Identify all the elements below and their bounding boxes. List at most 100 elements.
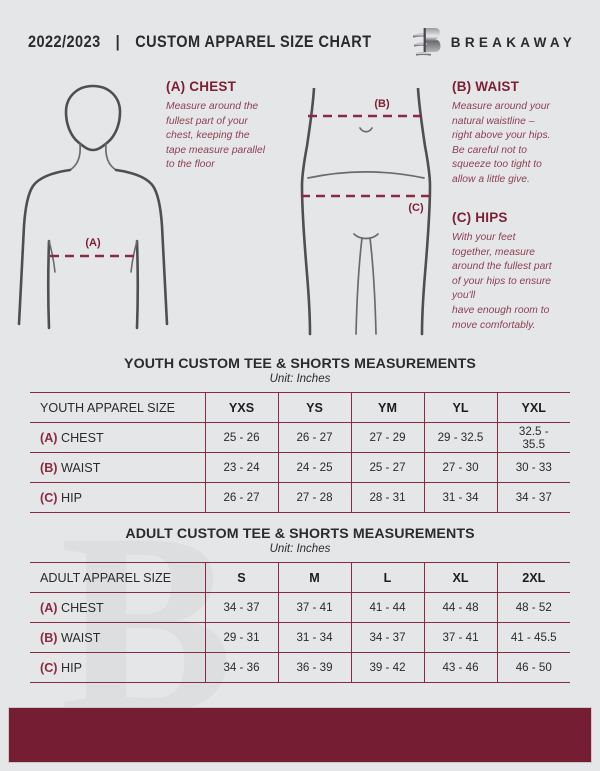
youth-waist-yxl: 30 - 33	[497, 452, 570, 483]
callout-chest: (A) CHEST Measure around the fullest par…	[166, 79, 296, 173]
youth-waist-ym: 25 - 27	[351, 452, 425, 483]
adult-chest-l: 41 - 44	[351, 592, 425, 623]
callout-chest-title: (A) CHEST	[166, 79, 237, 94]
youth-chest-yxs: 25 - 26	[205, 422, 279, 453]
adult-hip-l: 39 - 42	[351, 652, 425, 683]
adult-hip-2xl: 46 - 50	[497, 652, 570, 683]
measurement-diagrams: (A) (B) (C)	[0, 66, 600, 351]
callout-hips: (C) HIPS With your feet together, measur…	[452, 210, 596, 333]
youth-row-key-c: (C)	[40, 490, 58, 505]
neck-left	[69, 143, 82, 171]
inner-leg-right	[369, 237, 377, 335]
adult-col-5: 2XL	[497, 562, 570, 593]
left-body-outline	[300, 88, 316, 336]
page-header: 2022/2023 | CUSTOM APPAREL SIZE CHART	[0, 22, 600, 62]
left-shoulder-arm	[17, 168, 72, 326]
crotch-curve	[353, 233, 379, 240]
adult-row-key-c: (C)	[40, 660, 58, 675]
callout-hips-title: (C) HIPS	[452, 210, 508, 225]
callout-waist-title: (B) WAIST	[452, 79, 520, 94]
youth-col-3: YM	[351, 392, 425, 423]
callout-hips-body: With your feet together, measure around …	[452, 232, 552, 331]
youth-table-unit: Unit: Inches	[269, 373, 331, 385]
youth-waist-ys: 24 - 25	[278, 452, 352, 483]
adult-waist-2xl: 41 - 45.5	[497, 622, 570, 653]
youth-table-title: YOUTH CUSTOM TEE & SHORTS MEASUREMENTS	[124, 356, 476, 372]
torso-left	[46, 239, 51, 330]
callout-waist-body: Measure around your natural waistline – …	[452, 101, 551, 186]
adult-row-label-hip: (C) HIP	[30, 652, 206, 683]
youth-col-5: YXL	[497, 392, 570, 423]
table-row: (B) WAIST 23 - 24 24 - 25 25 - 27 27 - 3…	[30, 452, 570, 483]
upper-body-diagram: (A)	[17, 84, 169, 330]
brand-lockup: BREAKAWAY	[411, 22, 576, 62]
adult-row-name-waist: WAIST	[60, 630, 101, 645]
neck-right	[104, 143, 117, 171]
adult-chest-xl: 44 - 48	[424, 592, 498, 623]
navel-mark	[359, 127, 373, 133]
adult-hip-m: 36 - 39	[278, 652, 352, 683]
adult-table-title: ADULT CUSTOM TEE & SHORTS MEASUREMENTS	[125, 526, 475, 542]
adult-row-key-b: (B)	[40, 630, 58, 645]
adult-col-2: M	[278, 562, 352, 593]
youth-size-table: YOUTH APPAREL SIZE YXS YS YM YL YXL (A) …	[30, 392, 570, 513]
youth-col-4: YL	[424, 392, 498, 423]
adult-chest-2xl: 48 - 52	[497, 592, 570, 623]
footer-color-bar	[8, 707, 592, 763]
hip-crease-line	[307, 171, 425, 179]
torso-right	[135, 239, 140, 330]
adult-chest-s: 34 - 37	[205, 592, 279, 623]
inner-leg-left	[355, 237, 363, 335]
youth-table-header-row: YOUTH APPAREL SIZE YXS YS YM YL YXL	[30, 392, 570, 423]
adult-col-4: XL	[424, 562, 498, 593]
adult-table-header-row: ADULT APPAREL SIZE S M L XL 2XL	[30, 562, 570, 593]
youth-chest-yl: 29 - 32.5	[424, 422, 498, 453]
head-outline	[64, 84, 122, 152]
adult-col-1: S	[205, 562, 279, 593]
callout-chest-body: Measure around the fullest part of your …	[166, 101, 266, 171]
right-body-outline	[416, 88, 432, 336]
youth-row-label-chest: (A) CHEST	[30, 422, 206, 453]
adult-hip-s: 34 - 36	[205, 652, 279, 683]
waist-marker-label: (B)	[374, 98, 390, 110]
adult-waist-xl: 37 - 41	[424, 622, 498, 653]
table-row: (A) CHEST 25 - 26 26 - 27 27 - 29 29 - 3…	[30, 422, 570, 453]
lower-body-diagram: (B) (C)	[300, 88, 432, 336]
youth-row-key-a: (A)	[40, 430, 58, 445]
youth-row-name-chest: CHEST	[60, 430, 104, 445]
youth-apparel-size-header: YOUTH APPAREL SIZE	[30, 392, 206, 423]
adult-apparel-size-header: ADULT APPAREL SIZE	[30, 562, 206, 593]
season-label: 2022/2023	[28, 32, 101, 51]
adult-row-name-hip: HIP	[60, 660, 82, 675]
adult-row-label-chest: (A) CHEST	[30, 592, 206, 623]
youth-hip-ym: 28 - 31	[351, 482, 425, 513]
adult-row-name-chest: CHEST	[60, 600, 104, 615]
page-title: 2022/2023 | CUSTOM APPAREL SIZE CHART	[28, 33, 372, 52]
adult-table-unit: Unit: Inches	[269, 543, 331, 555]
adult-waist-m: 31 - 34	[278, 622, 352, 653]
right-shoulder-arm	[114, 168, 169, 326]
youth-hip-yxl: 34 - 37	[497, 482, 570, 513]
hips-marker-label: (C)	[408, 202, 424, 214]
adult-row-label-waist: (B) WAIST	[30, 622, 206, 653]
adult-waist-l: 34 - 37	[351, 622, 425, 653]
youth-col-2: YS	[278, 392, 352, 423]
adult-row-key-a: (A)	[40, 600, 58, 615]
adult-chest-m: 37 - 41	[278, 592, 352, 623]
adult-measurements-block: ADULT CUSTOM TEE & SHORTS MEASUREMENTS U…	[30, 526, 570, 683]
youth-chest-yxl: 32.5 - 35.5	[497, 422, 570, 453]
breakaway-b-logo-icon	[412, 28, 441, 56]
youth-hip-yl: 31 - 34	[424, 482, 498, 513]
youth-row-label-waist: (B) WAIST	[30, 452, 206, 483]
youth-row-name-waist: WAIST	[60, 460, 101, 475]
table-row: (C) HIP 34 - 36 36 - 39 39 - 42 43 - 46 …	[30, 652, 570, 683]
brand-name: BREAKAWAY	[450, 34, 576, 50]
adult-hip-xl: 43 - 46	[424, 652, 498, 683]
youth-chest-ym: 27 - 29	[351, 422, 425, 453]
youth-row-key-b: (B)	[40, 460, 58, 475]
youth-waist-yxs: 23 - 24	[205, 452, 279, 483]
adult-col-3: L	[351, 562, 425, 593]
youth-row-label-hip: (C) HIP	[30, 482, 206, 513]
table-row: (B) WAIST 29 - 31 31 - 34 34 - 37 37 - 4…	[30, 622, 570, 653]
youth-hip-yxs: 26 - 27	[205, 482, 279, 513]
